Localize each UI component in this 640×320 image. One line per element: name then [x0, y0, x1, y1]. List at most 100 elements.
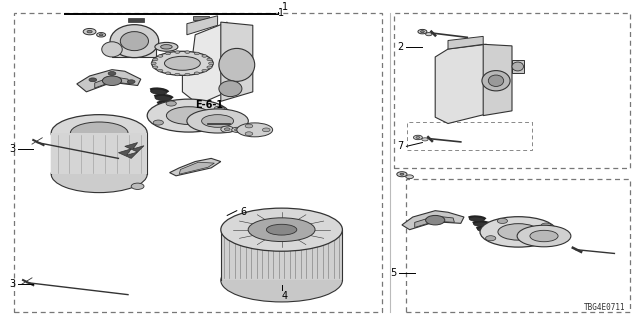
Circle shape	[131, 183, 144, 189]
Polygon shape	[170, 158, 221, 176]
Circle shape	[426, 215, 445, 225]
Circle shape	[418, 29, 427, 34]
Ellipse shape	[110, 25, 159, 58]
Circle shape	[195, 52, 200, 55]
Circle shape	[225, 128, 230, 131]
Polygon shape	[221, 230, 342, 280]
Polygon shape	[402, 211, 464, 230]
Text: 1: 1	[278, 8, 285, 18]
Circle shape	[400, 173, 404, 175]
Ellipse shape	[488, 75, 504, 86]
Polygon shape	[187, 16, 218, 35]
Circle shape	[541, 223, 551, 228]
Ellipse shape	[166, 107, 211, 124]
Ellipse shape	[248, 218, 315, 242]
Ellipse shape	[219, 81, 242, 97]
Ellipse shape	[147, 99, 230, 132]
Bar	[14, 12, 382, 312]
Circle shape	[158, 55, 163, 57]
Circle shape	[153, 66, 158, 68]
Ellipse shape	[219, 48, 255, 81]
Ellipse shape	[221, 208, 342, 251]
Ellipse shape	[517, 225, 571, 247]
Circle shape	[83, 28, 96, 35]
Circle shape	[127, 80, 135, 84]
Ellipse shape	[480, 217, 557, 247]
Polygon shape	[77, 70, 141, 92]
Polygon shape	[435, 44, 486, 124]
Ellipse shape	[70, 122, 128, 144]
Ellipse shape	[102, 42, 122, 57]
Ellipse shape	[477, 227, 493, 232]
Circle shape	[221, 126, 234, 132]
Circle shape	[87, 30, 92, 33]
Ellipse shape	[221, 259, 342, 302]
Circle shape	[397, 172, 407, 177]
Circle shape	[185, 51, 190, 53]
Circle shape	[241, 130, 245, 132]
Ellipse shape	[187, 109, 248, 133]
Circle shape	[234, 129, 239, 131]
Polygon shape	[51, 133, 147, 174]
Circle shape	[497, 218, 508, 223]
Text: 4: 4	[282, 292, 288, 301]
Circle shape	[207, 58, 212, 61]
Ellipse shape	[161, 44, 172, 49]
Circle shape	[185, 73, 190, 76]
Circle shape	[202, 69, 207, 72]
Text: 6: 6	[240, 207, 246, 217]
Circle shape	[406, 175, 413, 179]
Ellipse shape	[237, 123, 273, 137]
Circle shape	[486, 236, 496, 241]
Circle shape	[232, 127, 242, 132]
Text: 5: 5	[390, 268, 397, 278]
Circle shape	[99, 34, 103, 36]
Ellipse shape	[164, 56, 200, 70]
Bar	[407, 122, 532, 150]
Ellipse shape	[155, 96, 172, 101]
Polygon shape	[179, 162, 214, 174]
Bar	[112, 42, 156, 57]
Text: TBG4E0711: TBG4E0711	[584, 303, 626, 312]
Polygon shape	[125, 142, 144, 152]
Polygon shape	[448, 36, 483, 49]
Polygon shape	[483, 44, 512, 116]
Circle shape	[529, 240, 540, 245]
Circle shape	[166, 101, 177, 106]
Circle shape	[89, 78, 97, 82]
Circle shape	[262, 128, 270, 132]
Circle shape	[151, 62, 156, 65]
Text: 3: 3	[9, 144, 15, 154]
Circle shape	[239, 128, 248, 133]
Circle shape	[420, 31, 424, 33]
Circle shape	[153, 58, 158, 61]
Ellipse shape	[158, 102, 175, 107]
Ellipse shape	[530, 230, 558, 242]
Circle shape	[165, 52, 170, 55]
Circle shape	[175, 51, 180, 53]
Circle shape	[426, 33, 432, 36]
Text: 7: 7	[397, 141, 404, 151]
Ellipse shape	[152, 51, 213, 75]
Circle shape	[175, 73, 180, 76]
Text: 3: 3	[9, 278, 15, 289]
Circle shape	[153, 120, 163, 125]
Bar	[193, 16, 209, 20]
Bar	[512, 60, 524, 73]
Ellipse shape	[482, 71, 510, 91]
Ellipse shape	[474, 222, 489, 227]
Polygon shape	[182, 22, 227, 105]
Circle shape	[245, 124, 253, 128]
Circle shape	[195, 72, 200, 75]
Ellipse shape	[498, 224, 539, 240]
Circle shape	[165, 72, 170, 75]
Ellipse shape	[202, 115, 234, 127]
Ellipse shape	[266, 224, 297, 235]
Circle shape	[102, 76, 122, 85]
Bar	[406, 179, 630, 312]
Text: 2: 2	[397, 43, 404, 52]
Bar	[394, 12, 630, 168]
Text: 1: 1	[282, 2, 288, 12]
Circle shape	[416, 137, 420, 139]
Text: E-6-1: E-6-1	[195, 100, 223, 109]
